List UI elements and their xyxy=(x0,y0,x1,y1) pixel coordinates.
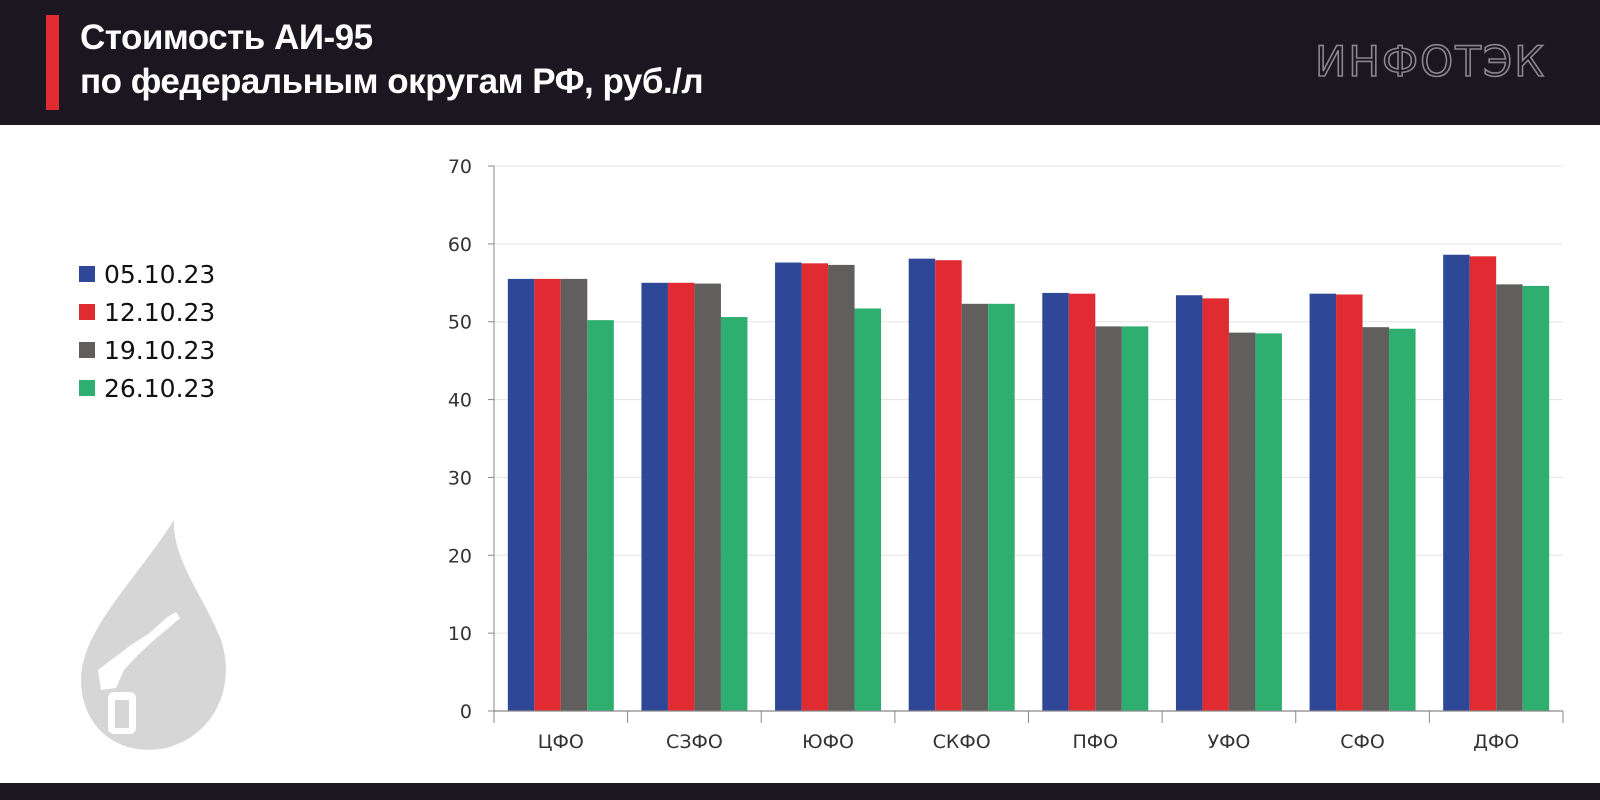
y-tick-label: 0 xyxy=(460,701,472,723)
title-line-2: по федеральным округам РФ, руб./л xyxy=(80,62,704,101)
chart-legend: 05.10.23 12.10.23 19.10.23 26.10.23 xyxy=(79,255,215,407)
x-tick-label: ЮФО xyxy=(802,731,854,753)
x-tick-label: СКФО xyxy=(933,731,991,753)
legend-item: 12.10.23 xyxy=(79,293,215,331)
bar xyxy=(1121,326,1149,711)
bar xyxy=(1362,327,1390,711)
footer-bar xyxy=(0,783,1600,800)
bar xyxy=(1389,328,1416,711)
infotek-logo: ИНФОТЭК xyxy=(1315,40,1546,85)
legend-swatch xyxy=(79,304,95,320)
header-bar: Стоимость АИ-95 по федеральным округам Р… xyxy=(0,0,1600,125)
bar xyxy=(1496,284,1523,711)
bar xyxy=(961,303,989,711)
legend-swatch xyxy=(79,380,95,396)
bar xyxy=(694,283,721,711)
x-tick-label: ПФО xyxy=(1073,731,1119,753)
legend-item: 26.10.23 xyxy=(79,369,215,407)
legend-swatch xyxy=(79,266,95,282)
bar xyxy=(801,263,829,711)
axis-layer xyxy=(488,165,1564,723)
bar xyxy=(988,303,1015,711)
bar xyxy=(775,262,802,711)
legend-label: 05.10.23 xyxy=(104,259,216,289)
y-tick-label: 30 xyxy=(448,467,472,489)
x-tick-label: СФО xyxy=(1340,731,1385,753)
bar xyxy=(1336,294,1363,711)
bar xyxy=(587,320,614,711)
y-tick-label: 70 xyxy=(448,156,472,178)
bar xyxy=(1068,293,1096,711)
x-tick-label: УФО xyxy=(1207,731,1250,753)
title-line-1: Стоимость АИ-95 xyxy=(80,18,373,57)
bar xyxy=(1443,254,1470,711)
bar-layer xyxy=(507,254,1550,711)
label-layer: 0 10 20 30 40 50 60 70 ЦФО СЗФО ЮФО СКФО ПФО УФО СФО ДФ… xyxy=(448,156,1519,753)
bar xyxy=(1042,292,1069,711)
bar xyxy=(1175,295,1203,711)
bar xyxy=(1228,332,1256,711)
bar xyxy=(720,317,748,711)
x-tick-label: ДФО xyxy=(1473,731,1519,753)
y-tick-label: 20 xyxy=(448,545,472,567)
legend-label: 19.10.23 xyxy=(104,335,216,365)
page-title: Стоимость АИ-95 по федеральным округам Р… xyxy=(80,16,704,104)
bar xyxy=(854,308,882,711)
bar xyxy=(908,258,936,711)
y-tick-label: 50 xyxy=(448,312,472,334)
bar xyxy=(1469,256,1497,711)
accent-bar xyxy=(46,15,59,110)
bar xyxy=(667,282,695,711)
bar xyxy=(1202,298,1229,711)
logo-text: ИНФОТЭК xyxy=(1315,40,1546,85)
legend-label: 12.10.23 xyxy=(104,297,216,327)
fuel-drop-icon xyxy=(81,520,226,750)
x-tick-label: СЗФО xyxy=(666,731,723,753)
bar xyxy=(828,264,855,711)
legend-swatch xyxy=(79,342,95,358)
bar xyxy=(641,282,668,711)
y-tick-label: 10 xyxy=(448,623,472,645)
x-tick-label: ЦФО xyxy=(538,731,584,753)
bar xyxy=(534,278,561,711)
bar xyxy=(560,278,588,711)
legend-item: 19.10.23 xyxy=(79,331,215,369)
bar xyxy=(935,260,962,711)
y-tick-label: 40 xyxy=(448,390,472,412)
legend-item: 05.10.23 xyxy=(79,255,215,293)
bar xyxy=(1255,333,1282,711)
legend-label: 26.10.23 xyxy=(104,373,216,403)
bar xyxy=(1095,326,1122,711)
bar xyxy=(507,278,535,711)
bar xyxy=(1309,293,1337,711)
bar xyxy=(1522,285,1550,711)
fuel-nozzle-icon xyxy=(98,612,180,734)
y-tick-label: 60 xyxy=(448,234,472,256)
